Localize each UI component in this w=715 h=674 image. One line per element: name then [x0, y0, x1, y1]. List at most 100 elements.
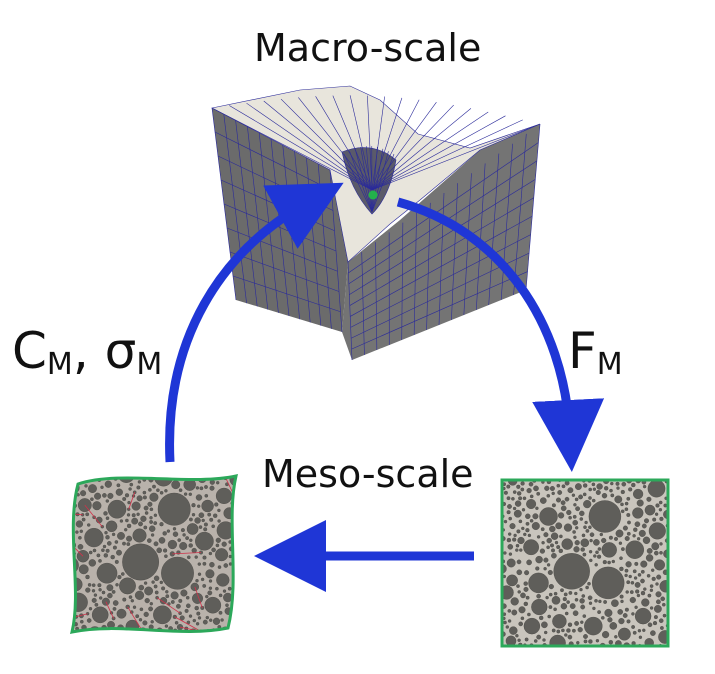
aggregate-particle	[622, 525, 628, 531]
aggregate-particle	[626, 531, 631, 536]
aggregate-particle	[594, 599, 598, 603]
aggregate-particle	[520, 481, 525, 486]
aggregate-particle	[567, 487, 574, 494]
aggregate-particle	[568, 515, 572, 520]
aggregate-particle	[535, 566, 540, 571]
aggregate-particle	[234, 500, 236, 506]
aggregate-particle	[554, 540, 559, 545]
aggregate-particle	[175, 603, 181, 609]
aggregate-particle	[205, 594, 209, 599]
aggregate-particle	[507, 619, 512, 623]
aggregate-particle	[215, 537, 221, 543]
aggregate-particle	[607, 560, 611, 565]
aggregate-particle	[545, 595, 549, 600]
aggregate-particle	[503, 551, 507, 555]
aggregate-particle	[572, 610, 579, 617]
aggregate-particle	[235, 590, 236, 595]
aggregate-particle	[556, 545, 561, 550]
aggregate-particle	[233, 538, 236, 543]
aggregate-particle	[553, 591, 558, 596]
aggregate-particle	[215, 487, 233, 505]
mesh-line	[513, 133, 527, 296]
aggregate-particle	[505, 625, 509, 629]
mesh-line	[413, 212, 417, 336]
aggregate-particle	[191, 476, 197, 479]
mesh-line	[367, 95, 373, 191]
crack-line	[105, 601, 114, 619]
aggregate-particle	[203, 527, 208, 532]
aggregate-particle	[578, 494, 583, 500]
aggregate-particle	[601, 542, 617, 558]
mesh-line	[349, 151, 373, 213]
aggregate-particle	[105, 520, 118, 532]
aggregate-particle	[182, 533, 186, 537]
aggregate-particle	[520, 616, 525, 621]
aggregate-particle	[516, 569, 523, 576]
aggregate-particle	[521, 508, 526, 512]
aggregate-particle	[536, 535, 541, 539]
aggregate-particle	[132, 605, 137, 609]
aggregate-particle	[228, 554, 233, 559]
aggregate-particle	[541, 621, 548, 629]
aggregate-particle	[131, 501, 141, 511]
aggregate-particle	[585, 585, 589, 590]
aggregate-particle	[156, 488, 160, 493]
aggregate-particle	[222, 589, 227, 593]
aggregate-particle	[615, 481, 620, 486]
aggregate-particle	[104, 531, 108, 535]
aggregate-particle	[139, 607, 144, 612]
aggregate-particle	[649, 588, 654, 592]
aggregate-particle	[188, 614, 193, 618]
aggregate-particle	[614, 536, 619, 541]
aggregate-particle	[626, 619, 631, 624]
aggregate-particle	[638, 529, 646, 537]
mesh-line	[371, 123, 541, 191]
aggregate-particle	[574, 621, 579, 626]
aggregate-particle	[556, 483, 561, 488]
aggregate-particle	[632, 569, 637, 574]
aggregate-particle	[107, 541, 112, 546]
aggregate-particle	[128, 595, 133, 599]
aggregate-particle	[502, 585, 514, 600]
aggregate-particle	[539, 548, 546, 554]
aggregate-particle	[533, 639, 538, 643]
aggregate-particle	[519, 548, 523, 552]
arrow-down-to-meso	[396, 197, 605, 472]
aggregate-particle	[100, 485, 104, 489]
aggregate-particle	[149, 602, 154, 606]
aggregate-particle	[112, 545, 117, 550]
aggregate-particle	[518, 606, 526, 614]
aggregate-particle	[572, 628, 576, 633]
aggregate-particle	[202, 555, 207, 560]
aggregate-particle	[520, 592, 526, 599]
aggregate-particle	[121, 572, 125, 576]
mesh-line	[365, 146, 373, 213]
aggregate-particle	[165, 594, 170, 599]
aggregate-particle	[628, 487, 633, 492]
aggregate-particle	[546, 545, 550, 550]
aggregate-particle	[634, 521, 641, 528]
aggregate-particle	[200, 577, 205, 582]
aggregate-particle	[580, 538, 590, 548]
aggregate-particle	[208, 618, 213, 622]
aggregate-particle	[138, 521, 143, 527]
aggregate-particle	[655, 582, 659, 586]
aggregate-particle	[91, 606, 109, 624]
macro-mesh-block	[211, 85, 541, 361]
aggregate-particle	[551, 548, 556, 553]
aggregate-particle	[626, 496, 631, 501]
aggregate-particle	[527, 533, 532, 538]
aggregate-particle	[194, 605, 199, 611]
aggregate-particle	[564, 496, 570, 502]
aggregate-particle	[624, 507, 629, 512]
aggregate-particle	[518, 621, 524, 627]
aggregate-particle	[652, 620, 658, 626]
aggregate-particle	[611, 599, 619, 608]
aggregate-particle	[202, 584, 207, 588]
aggregate-particle	[517, 590, 521, 594]
aggregate-particle	[122, 497, 127, 502]
aggregate-particle	[566, 509, 572, 516]
aggregate-particle	[199, 486, 204, 491]
aggregate-particle	[588, 500, 622, 533]
aggregate-particle	[596, 554, 602, 559]
